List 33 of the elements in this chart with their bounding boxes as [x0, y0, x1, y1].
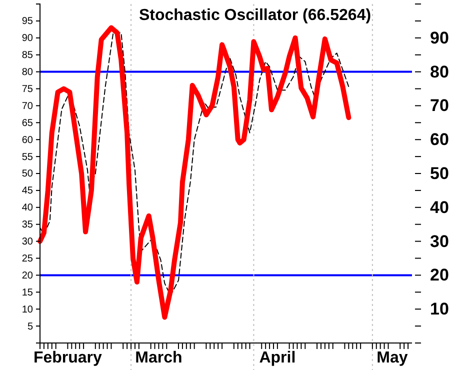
x-tick-label: February — [33, 349, 102, 366]
y2-tick-label: 70 — [430, 96, 449, 116]
y-tick-label: 85 — [22, 50, 34, 62]
y-tick-label: 30 — [22, 236, 34, 248]
x-tick-label: May — [376, 349, 408, 366]
y-tick-label: 70 — [22, 100, 34, 112]
y-tick-label: 20 — [22, 270, 34, 282]
y-tick-label: 10 — [22, 304, 34, 316]
y2-tick-label: 40 — [430, 198, 449, 217]
y-tick-label: 5 — [27, 321, 34, 332]
y2-tick-label: 10 — [430, 300, 449, 319]
x-tick-label: April — [259, 349, 296, 366]
y-tick-label: 55 — [22, 152, 34, 163]
x-tick-label: March — [135, 349, 182, 366]
y-tick-label: 75 — [22, 84, 34, 95]
y-tick-label: 15 — [22, 287, 34, 298]
y-tick-label: 65 — [22, 118, 34, 129]
y2-tick-label: 60 — [430, 130, 449, 150]
y-tick-label: 50 — [22, 168, 34, 180]
chart-title: Stochastic Oscillator (66.5264) — [138, 7, 372, 24]
y2-tick-label: 30 — [430, 232, 449, 251]
y2-tick-label: 50 — [430, 164, 449, 183]
y-tick-label: 90 — [22, 33, 34, 44]
y2-tick-label: 90 — [430, 28, 449, 48]
y-tick-label: 35 — [22, 220, 34, 231]
y2-tick-label: 20 — [430, 266, 449, 285]
y-tick-label: 95 — [22, 16, 34, 28]
y-tick-label: 45 — [22, 186, 34, 197]
y-tick-label: 40 — [22, 202, 34, 214]
y-tick-label: 60 — [22, 134, 34, 146]
y2-tick-label: 80 — [430, 62, 449, 82]
y-tick-label: 25 — [22, 253, 34, 264]
y-tick-label: 80 — [22, 67, 34, 78]
